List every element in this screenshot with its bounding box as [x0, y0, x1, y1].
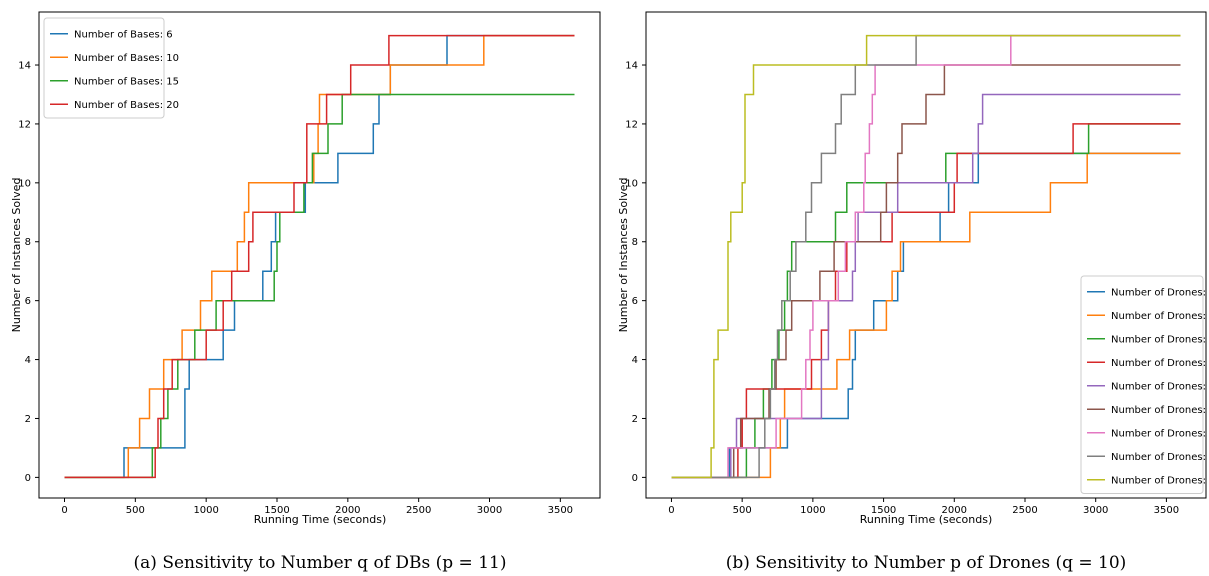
y-tick-label: 0: [632, 473, 638, 484]
x-tick-label: 2000: [335, 505, 360, 516]
x-tick-label: 3500: [548, 505, 573, 516]
series-line-a-3: [64, 93, 575, 479]
y-tick-label: 2: [632, 414, 638, 425]
x-tick-label: 3000: [477, 505, 502, 516]
x-tick-label: 2500: [406, 505, 431, 516]
y-tick-label: 4: [632, 355, 638, 366]
chart-panel-b: 0 500 1000 1500 2000 2500 3000 3500 0 2 4 6 8 10 12 14…: [617, 11, 1209, 573]
series-line-b-9: [671, 34, 1181, 479]
legend-label: Number of Drones: 19: [1111, 452, 1209, 463]
x-tick-label: 2000: [942, 505, 967, 516]
series-lines-b: [671, 34, 1181, 479]
y-tick-label: 0: [25, 473, 31, 484]
x-tick-label: 1500: [264, 505, 289, 516]
x-tick-label: 3000: [1083, 505, 1108, 516]
y-axis-label-a: Number of Instances Solved: [10, 178, 23, 333]
series-line-b-7: [671, 34, 1181, 479]
y-tick-label: 10: [625, 178, 638, 189]
y-axis-label-b: Number of Instances Solved: [617, 178, 630, 333]
x-tick-label: 0: [61, 505, 67, 516]
legend-label: Number of Drones: 13: [1111, 311, 1209, 322]
y-ticks-a: 0 2 4 6 8 10 12 14: [18, 61, 39, 484]
plot-frame-b: [645, 11, 1207, 499]
y-tick-label: 6: [632, 296, 638, 307]
y-tick-label: 8: [25, 237, 31, 248]
y-tick-label: 12: [18, 119, 31, 130]
y-tick-label: 10: [18, 178, 31, 189]
y-tick-label: 8: [632, 237, 638, 248]
y-tick-label: 14: [625, 61, 638, 72]
legend-b: Number of Drones: 12 Number of Drones: 13…: [1080, 275, 1209, 494]
x-tick-label: 3500: [1154, 505, 1179, 516]
plot-frame-a: [38, 11, 601, 499]
y-ticks-b: 0 2 4 6 8 10 12 14: [625, 61, 646, 484]
legend-label: Number of Bases: 15: [74, 76, 179, 87]
legend-label: Number of Drones: 15: [1111, 358, 1209, 369]
legend-label: Number of Drones: 18: [1111, 428, 1209, 439]
x-ticks-a: 0 500 1000 1500 2000 2500 3000 3500: [61, 498, 573, 516]
legend-box: [1080, 275, 1204, 494]
legend-label: Number of Bases: 6: [74, 29, 173, 40]
legend-label: Number of Bases: 20: [74, 100, 179, 111]
x-tick-label: 500: [733, 505, 752, 516]
legend-label: Number of Drones: 12: [1111, 287, 1209, 298]
x-axis-label-b: Running Time (seconds): [860, 513, 993, 526]
x-tick-label: 500: [126, 505, 145, 516]
x-tick-label: 2500: [1012, 505, 1037, 516]
x-ticks-b: 0 500 1000 1500 2000 2500 3000 3500: [668, 498, 1179, 516]
legend-label: Number of Drones: 20: [1111, 475, 1209, 486]
legend-box: [43, 17, 165, 119]
y-tick-label: 12: [625, 119, 638, 130]
legend-label: Number of Drones: 17: [1111, 405, 1209, 416]
y-tick-label: 2: [25, 414, 31, 425]
y-tick-label: 14: [18, 61, 31, 72]
legend-label: Number of Bases: 10: [74, 53, 179, 64]
caption-a: (a) Sensitivity to Number q of DBs (p = …: [134, 553, 507, 573]
legend-label: Number of Drones: 16: [1111, 381, 1209, 392]
x-tick-label: 1000: [193, 505, 218, 516]
series-line-b-8: [671, 34, 1181, 479]
caption-b: (b) Sensitivity to Number p of Drones (q…: [726, 553, 1127, 573]
x-tick-label: 1500: [871, 505, 896, 516]
series-line-a-4: [64, 34, 575, 479]
y-tick-label: 4: [25, 355, 31, 366]
legend-label: Number of Drones: 14: [1111, 334, 1209, 345]
y-tick-label: 6: [25, 296, 31, 307]
chart-panel-a: 0 500 1000 1500 2000 2500 3000 3500 0 2 4 6 8 10 12 14…: [10, 11, 601, 573]
x-axis-label-a: Running Time (seconds): [254, 513, 387, 526]
series-lines-a: [64, 34, 575, 479]
legend-a: Number of Bases: 6 Number of Bases: 10 Num…: [43, 17, 179, 119]
x-tick-label: 0: [668, 505, 674, 516]
x-tick-label: 1000: [800, 505, 825, 516]
